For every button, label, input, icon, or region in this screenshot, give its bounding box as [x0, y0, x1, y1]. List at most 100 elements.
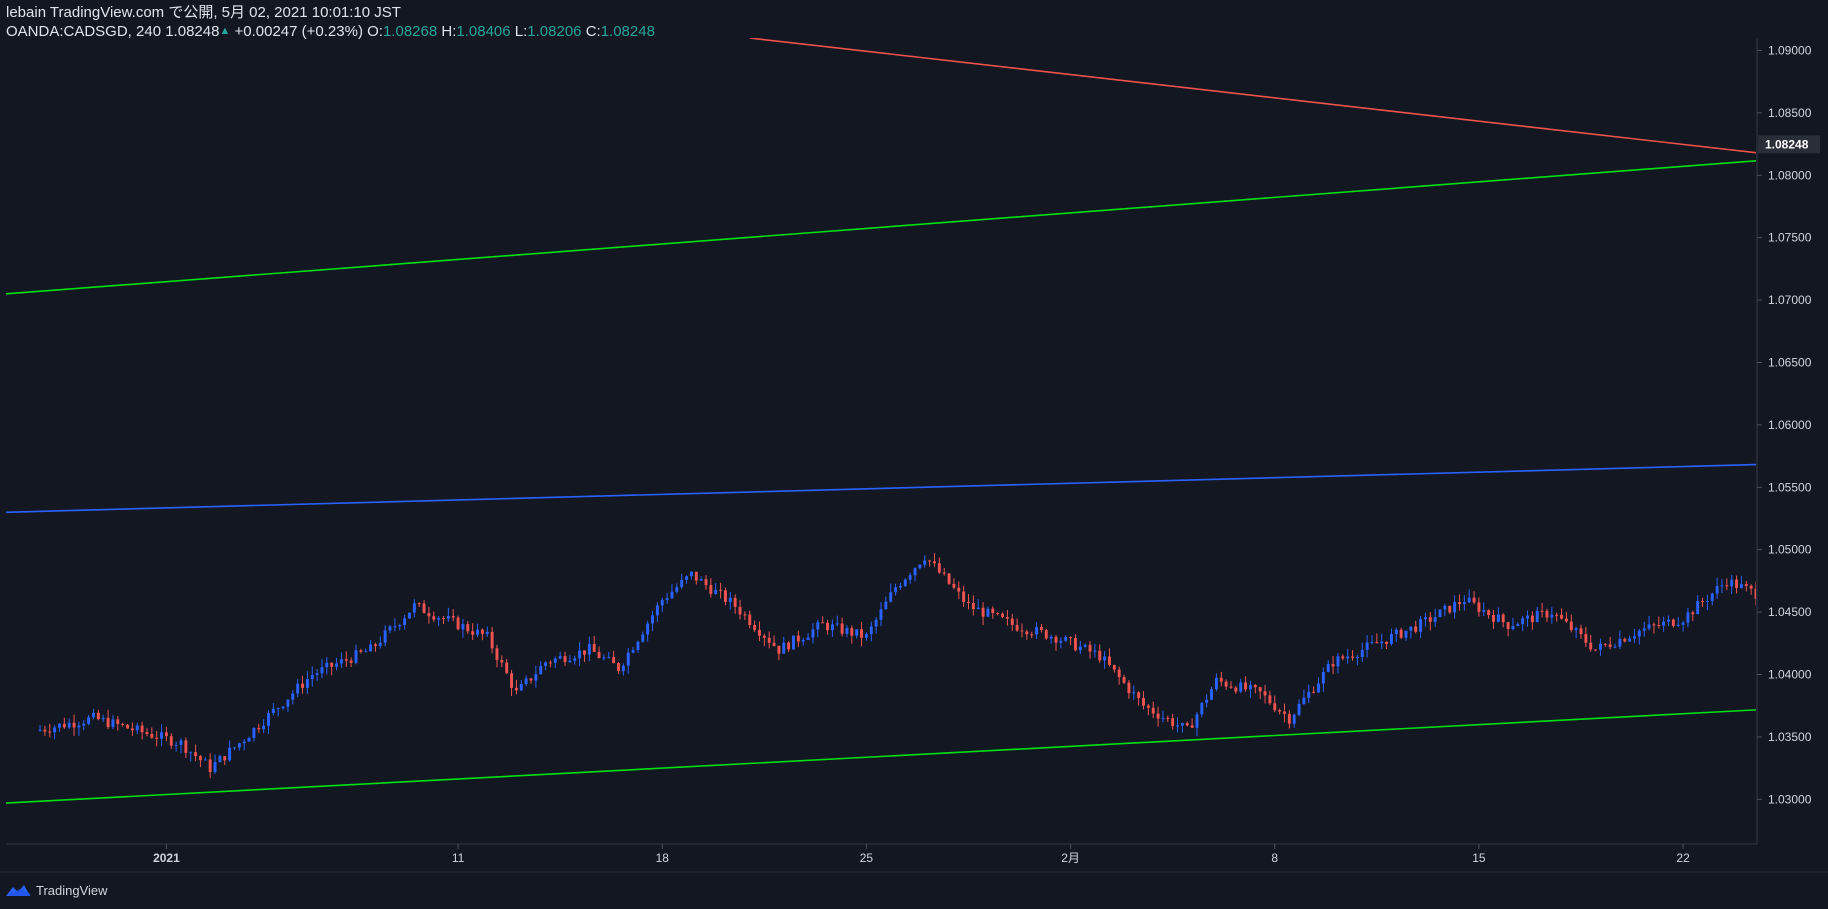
change-text: +0.00247 (+0.23%) [234, 23, 363, 40]
trendline-red-upper[interactable] [749, 38, 1828, 538]
y-tick-label: 1.04000 [1768, 668, 1812, 682]
candle-body [1253, 684, 1257, 688]
candle-body [660, 600, 664, 606]
candle-body [923, 560, 927, 565]
candle-body [573, 658, 577, 661]
candle-body [456, 617, 460, 630]
candle-body [408, 612, 411, 619]
published-line: lebain TradingView.com で公開, 5月 02, 2021 … [6, 4, 401, 21]
candle-body [1015, 624, 1019, 631]
candle-body [762, 635, 766, 638]
candle-body [218, 756, 222, 763]
candle-body [889, 592, 893, 602]
candle-body [967, 601, 970, 604]
candle-body [1287, 713, 1291, 724]
candle-body [908, 575, 912, 580]
candle-body [286, 699, 290, 707]
candle-body [971, 603, 975, 610]
candle-body [417, 603, 421, 605]
candle-body [524, 678, 528, 684]
candle-body [310, 674, 314, 680]
candle-body [247, 738, 251, 742]
candle-body [393, 626, 397, 628]
candle-body [257, 728, 261, 730]
candle-body [680, 579, 684, 588]
x-tick-label: 15 [1472, 851, 1486, 865]
candle-body [1122, 677, 1126, 683]
candle-body [602, 657, 606, 659]
candle-body [641, 634, 645, 642]
candle-body [1594, 649, 1598, 651]
candle-body [898, 585, 902, 588]
candle-body [1001, 613, 1004, 618]
footer-brand[interactable]: TradingView [4, 879, 108, 901]
candle-body [1073, 638, 1077, 651]
trendline-green-upper[interactable] [6, 45, 1828, 295]
candle-body [1297, 703, 1301, 715]
up-arrow-icon: ▲ [219, 25, 231, 37]
candle-body [208, 759, 212, 772]
candle-body [1579, 628, 1583, 635]
trendline-blue-middle[interactable] [6, 372, 1828, 514]
candle-body [1098, 650, 1102, 661]
candle-body [1263, 691, 1267, 696]
candle-body [855, 629, 859, 636]
candle-body [514, 687, 518, 691]
candle-body [1346, 656, 1350, 659]
candle-body [1025, 631, 1029, 635]
candle-body [1171, 718, 1175, 727]
candle-body [1283, 711, 1286, 714]
last-price-label: 1.08248 [1765, 137, 1809, 151]
candle-body [850, 628, 854, 636]
candle-body [1190, 725, 1194, 728]
candle-body [432, 616, 436, 620]
x-tick-label: 11 [452, 851, 465, 865]
candle-body [1598, 643, 1602, 650]
candle-body [1779, 596, 1782, 597]
candle-body [1633, 636, 1636, 639]
candle-body [369, 644, 373, 652]
candle-body [1166, 717, 1170, 719]
candle-body [1419, 619, 1423, 632]
candle-body [1176, 725, 1179, 727]
candle-body [1292, 714, 1296, 724]
candle-body [1214, 677, 1218, 690]
candle-body [267, 713, 270, 726]
candle-body [733, 597, 737, 607]
candle-body [62, 723, 66, 728]
candle-body [719, 589, 723, 591]
candle-body [758, 629, 761, 636]
candle-body [1146, 705, 1150, 708]
candle-body [349, 660, 353, 663]
candle-body [709, 585, 713, 594]
candle-body [937, 563, 941, 573]
candle-body [1317, 683, 1320, 693]
symbol-interval[interactable]: OANDA:CADSGD, 240 [6, 23, 162, 40]
candle-body [354, 650, 358, 663]
candle-body [884, 601, 888, 610]
candle-body [1667, 619, 1670, 622]
candle-body [568, 660, 572, 663]
trendline-green-lower[interactable] [6, 530, 1828, 804]
candle-body [422, 603, 426, 614]
candle-body [957, 587, 961, 592]
candle-body [1823, 597, 1826, 606]
candle-body [101, 717, 105, 720]
candle-body [1078, 646, 1082, 651]
candle-body [694, 571, 698, 581]
candle-body [1511, 626, 1515, 630]
candle-body [276, 708, 280, 710]
candle-body [1458, 602, 1461, 605]
candle-body [1195, 714, 1199, 728]
candle-body [1686, 612, 1690, 623]
candle-body [592, 643, 596, 652]
candle-body [1132, 692, 1136, 694]
candle-body [179, 740, 183, 745]
candle-body [1735, 579, 1739, 588]
candle-body [1394, 629, 1398, 635]
candle-body [485, 631, 489, 635]
candle-body [198, 756, 202, 761]
candle-body [203, 759, 207, 761]
candle-body [291, 693, 295, 700]
